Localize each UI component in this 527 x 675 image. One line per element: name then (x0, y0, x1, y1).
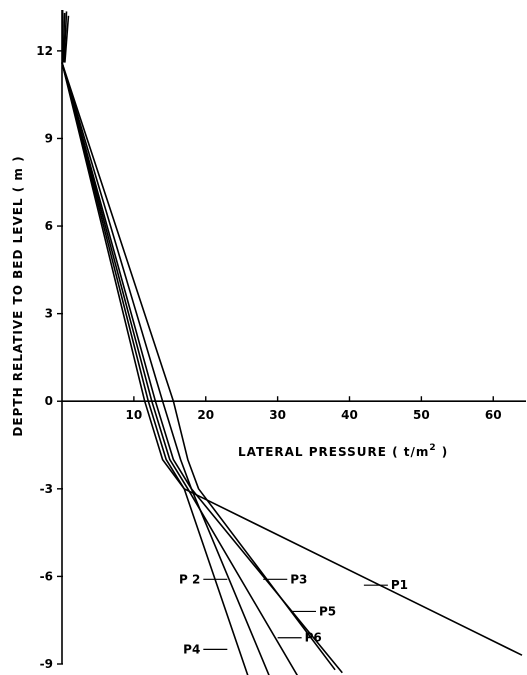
series-line-p5 (61, 62, 343, 674)
x-axis-title: LATERAL PRESSURE ( t/m2 ) (238, 443, 448, 459)
series-layer (61, 9, 523, 675)
x-tick-label: 60 (485, 408, 502, 422)
series-label-p6: P6 (305, 631, 322, 645)
y-tick-label: -9 (40, 657, 53, 671)
y-tick-label: 0 (45, 394, 53, 408)
series-label-p3: P3 (290, 572, 307, 586)
surface-trace (64, 15, 70, 63)
x-tick-label: 50 (413, 408, 430, 422)
series-line-p2 (61, 62, 270, 675)
y-tick-label: -3 (40, 482, 53, 496)
y-axis-title: DEPTH RELATIVE TO BED LEVEL ( m ) (11, 155, 25, 436)
surface-trace (63, 11, 68, 63)
x-tick-label: 20 (197, 408, 214, 422)
x-tick-label: 30 (269, 408, 286, 422)
series-label-p5: P5 (319, 604, 336, 618)
labels-layer: P1 P 2 P3 P4 P5 P6 (179, 572, 408, 656)
y-tick-label: 3 (45, 307, 53, 321)
series-label-p4: P4 (183, 642, 200, 656)
series-line-p1 (61, 62, 523, 656)
series-line-p4 (61, 62, 249, 675)
series-line-p3 (61, 62, 336, 671)
y-tick-label: 9 (45, 131, 53, 145)
surface-trace (62, 12, 66, 63)
series-label-p2: P 2 (179, 572, 200, 586)
y-tick-label: 6 (45, 219, 53, 233)
x-tick-label: 10 (126, 408, 143, 422)
y-tick-label: 12 (36, 44, 53, 58)
y-tick-label: -6 (40, 569, 53, 583)
series-line-p6 (61, 62, 299, 675)
x-tick-label: 40 (341, 408, 358, 422)
series-label-p1: P1 (391, 578, 408, 592)
